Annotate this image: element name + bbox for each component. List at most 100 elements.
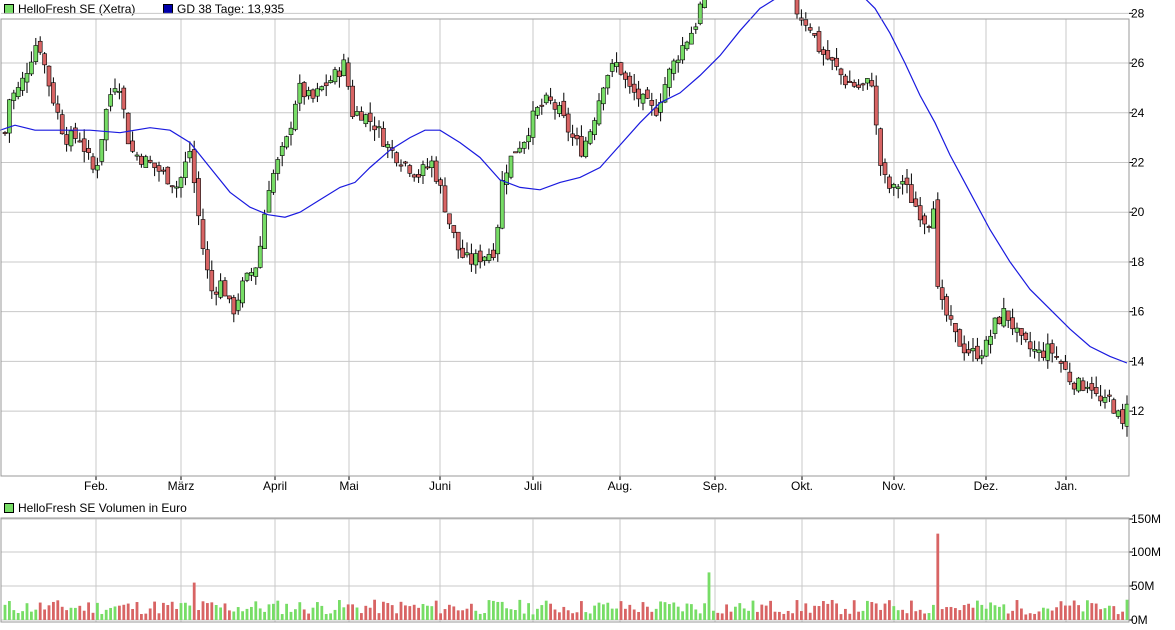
- candle-down: [403, 161, 408, 164]
- volume-bar: [82, 610, 86, 620]
- candle-down: [59, 114, 65, 135]
- candle-down: [873, 85, 879, 126]
- candle-up: [178, 177, 184, 188]
- volume-bar: [1055, 607, 1058, 620]
- volume-bar: [492, 600, 495, 620]
- candle-down: [539, 104, 545, 107]
- volume-bar: [56, 600, 60, 620]
- volume-bar: [646, 606, 649, 620]
- volume-bar: [333, 609, 337, 620]
- candle-down: [957, 329, 963, 347]
- candle-down: [649, 100, 655, 106]
- volume-bar: [624, 608, 627, 620]
- volume-bar: [179, 603, 183, 620]
- candle-down: [381, 127, 386, 147]
- candle-down: [1098, 395, 1103, 402]
- candle-up: [702, 0, 707, 8]
- candle-down: [834, 57, 839, 67]
- volume-bar: [250, 606, 253, 620]
- volume-bar: [144, 613, 148, 620]
- candle-up: [614, 62, 619, 67]
- candle-up: [218, 280, 223, 298]
- candle-down: [1041, 350, 1046, 358]
- price-y-tick-label: 26: [1131, 56, 1145, 70]
- volume-bar: [360, 613, 363, 620]
- volume-bar: [78, 605, 82, 620]
- volume-bar: [408, 606, 412, 620]
- candle-up: [174, 186, 179, 189]
- candle-down: [860, 83, 866, 86]
- volume-bar: [681, 611, 684, 620]
- price-grid: [1, 12, 1129, 476]
- volume-bar: [773, 611, 777, 620]
- candle-down: [513, 151, 518, 154]
- candle-up: [684, 41, 690, 50]
- candle-down: [213, 291, 219, 295]
- volume-bar: [96, 602, 99, 620]
- candle-up: [1045, 343, 1051, 361]
- volume-bar: [795, 600, 799, 620]
- volume-bar: [712, 610, 715, 620]
- candle-up: [601, 87, 606, 105]
- candle-up: [240, 280, 245, 304]
- candle-up: [689, 32, 694, 45]
- candle-down: [372, 125, 377, 131]
- candle-down: [2, 132, 8, 134]
- price-y-tick-label: 22: [1131, 156, 1145, 170]
- candle-up: [865, 78, 870, 84]
- candle-up: [275, 159, 281, 174]
- candle-up: [183, 161, 188, 178]
- volume-bar: [874, 603, 878, 620]
- volume-bar: [188, 605, 192, 620]
- volume-bar: [672, 602, 676, 620]
- candle-down: [847, 80, 853, 83]
- candle-down: [825, 50, 831, 60]
- candle-down: [948, 315, 954, 320]
- candle-down: [323, 82, 329, 87]
- candle-down: [147, 159, 153, 163]
- candle-down: [909, 184, 914, 203]
- candle-up: [931, 208, 936, 229]
- volume-bar: [122, 604, 126, 620]
- volume-bar: [703, 603, 706, 620]
- price-x-axis: Feb. März April Mai Juni Juli Aug. Sep. Okt. Nov.…: [84, 476, 1077, 493]
- volume-bar: [1046, 608, 1050, 620]
- candle-up: [1001, 308, 1007, 327]
- candle-down: [1023, 332, 1029, 341]
- volume-bar: [109, 607, 112, 620]
- candle-up: [319, 86, 325, 91]
- volume-bar: [866, 600, 869, 620]
- volume-bar: [12, 610, 16, 620]
- candle-down: [447, 213, 452, 225]
- volume-bar: [16, 613, 20, 620]
- volume-bar: [844, 608, 847, 620]
- candle-up: [95, 165, 100, 171]
- candle-down: [152, 162, 157, 168]
- volume-bar: [1072, 600, 1076, 620]
- candle-up: [279, 145, 285, 156]
- x-tick-label: Aug.: [608, 479, 633, 493]
- volume-bar: [650, 611, 654, 620]
- volume-bar: [276, 600, 280, 620]
- volume-bar: [1020, 608, 1023, 620]
- volume-bar: [619, 601, 623, 620]
- volume-bar: [170, 601, 174, 620]
- candle-down: [310, 89, 316, 99]
- volume-bar: [558, 612, 561, 620]
- volume-bar: [769, 600, 772, 620]
- candle-down: [548, 96, 553, 101]
- candle-down: [574, 135, 580, 140]
- candle-down: [838, 68, 844, 76]
- candle-down: [561, 100, 567, 117]
- volume-bar: [1125, 599, 1129, 620]
- volume-bar: [923, 613, 926, 620]
- candle-up: [1115, 410, 1121, 417]
- volume-bar: [210, 602, 214, 620]
- candle-down: [139, 155, 144, 165]
- volume-bar: [263, 611, 266, 620]
- volume-bar: [1116, 614, 1120, 620]
- volume-bar: [720, 613, 724, 620]
- volume-bar: [65, 610, 68, 620]
- candle-down: [51, 82, 56, 104]
- volume-bar: [395, 613, 398, 620]
